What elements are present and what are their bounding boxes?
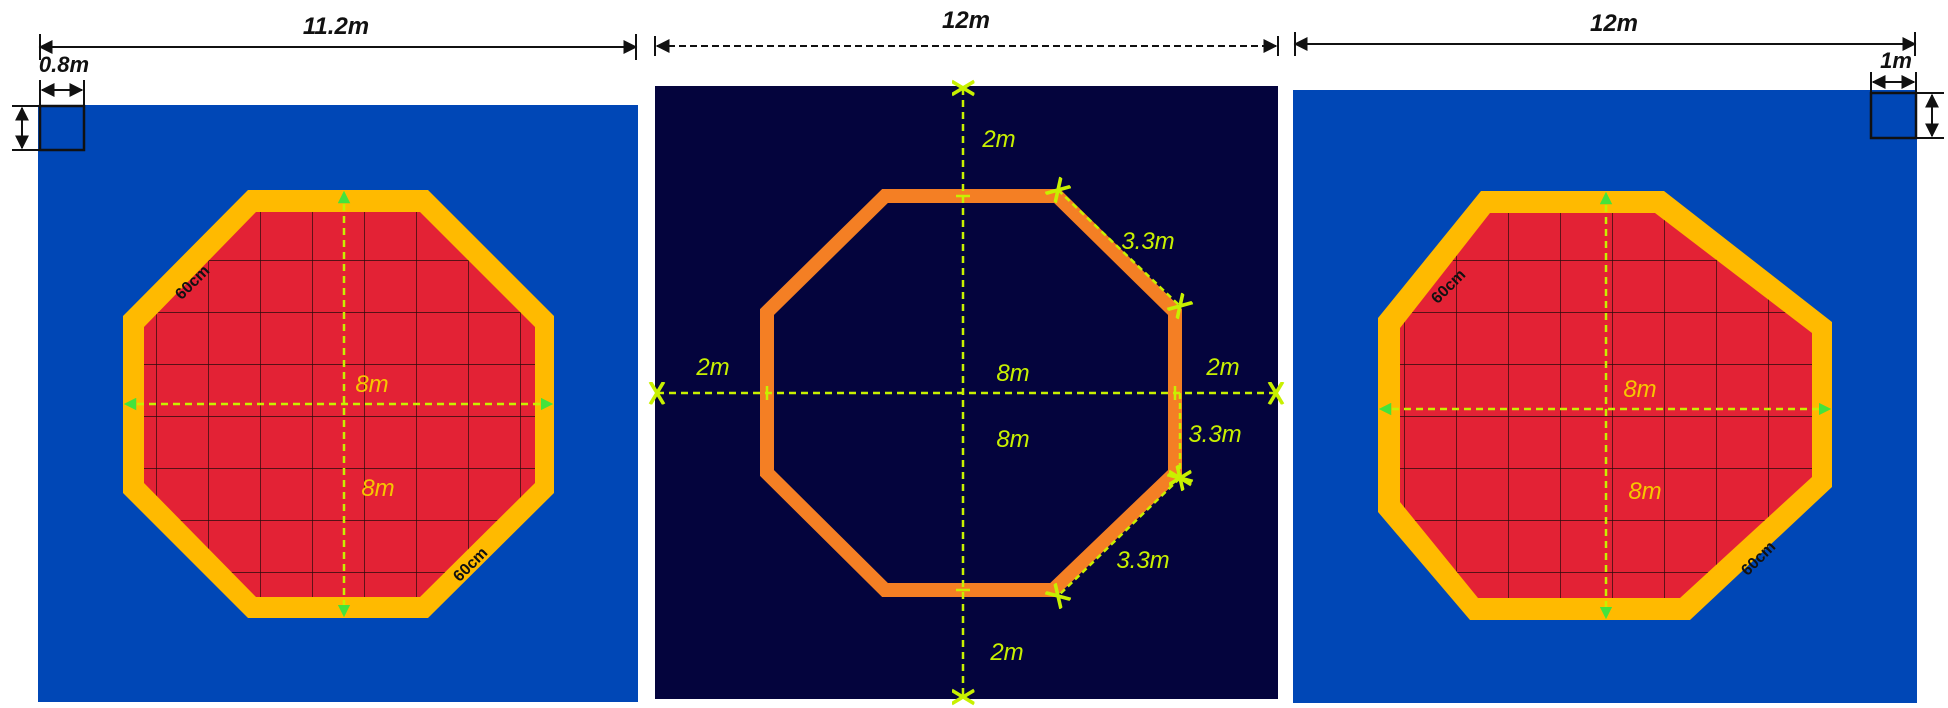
center-navy-field xyxy=(655,86,1278,699)
center-horizontal-span-label: 8m xyxy=(996,360,1029,387)
center-side-right-label: 3.3m xyxy=(1188,421,1241,448)
center-vertical-span-label: 8m xyxy=(996,426,1029,453)
right-width-label: 12m xyxy=(1590,10,1638,37)
left-corner-box-label: 0.8m xyxy=(39,52,89,77)
center-diagonal-upper-dimension xyxy=(1058,190,1180,306)
right-vertical-span-label: 8m xyxy=(1628,478,1661,505)
right-horizontal-span-label: 8m xyxy=(1623,376,1656,403)
center-bottom-margin-label: 2m xyxy=(989,639,1023,666)
center-width-label: 12m xyxy=(942,7,990,34)
center-diagonal-lower-label: 3.3m xyxy=(1116,547,1169,574)
center-left-margin-label: 2m xyxy=(695,354,729,381)
center-panel: 12m 2m 2m 2m 2m 8m 8m 3.3m 3.3m 3.3m xyxy=(655,7,1278,699)
left-horizontal-span-label: 8m xyxy=(355,371,388,398)
right-corner-box-label: 1m xyxy=(1880,48,1912,73)
right-corner-box xyxy=(1869,91,1918,140)
left-panel: 11.2m 0.8m 8m 8m 60cm 60cm xyxy=(12,13,638,702)
center-axis-ticks xyxy=(765,194,1177,592)
left-corner-box xyxy=(38,104,86,152)
right-panel: 12m 1m 8m 8m 60cm 60cm xyxy=(1293,10,1944,703)
center-diagonal-upper-label: 3.3m xyxy=(1121,228,1174,255)
center-top-margin-label: 2m xyxy=(981,126,1015,153)
center-diagonal-lower-dimension xyxy=(1058,478,1180,596)
left-vertical-span-label: 8m xyxy=(361,475,394,502)
left-width-label: 11.2m xyxy=(303,13,369,40)
center-right-margin-label: 2m xyxy=(1205,354,1239,381)
